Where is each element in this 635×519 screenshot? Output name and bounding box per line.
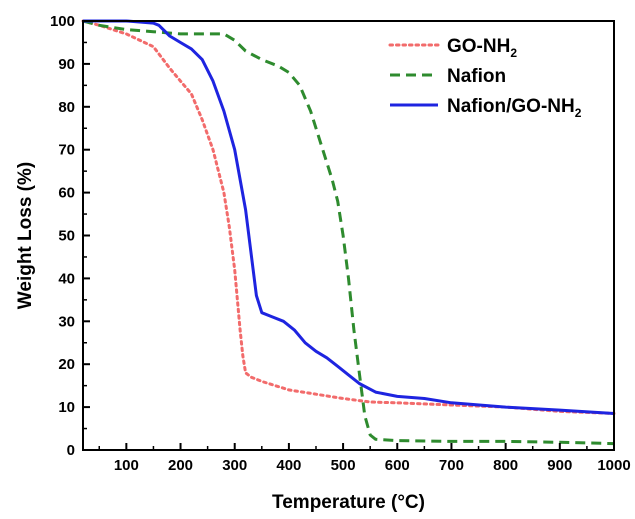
x-tick-label: 400 (276, 457, 301, 474)
x-tick-label: 300 (222, 457, 247, 474)
plot-frame (82, 20, 615, 451)
x-tick-label: 1000 (597, 457, 630, 474)
x-tick-label: 200 (168, 457, 193, 474)
x-tick-label: 800 (493, 457, 518, 474)
y-axis-title: Weight Loss (%) (15, 162, 36, 309)
legend: GO-NH2 Nafion Nafion/GO-NH2 (388, 36, 582, 120)
x-tick-label: 100 (114, 457, 139, 474)
x-tick-label: 900 (547, 457, 572, 474)
x-axis: 100 200 300 400 500 600 700 800 900 1000 (98, 443, 631, 474)
series-layer (81, 19, 616, 446)
series-line-3 (83, 19, 615, 415)
x-tick-label: 600 (385, 457, 410, 474)
y-tick-label: 60 (58, 185, 75, 202)
y-tick-label: 0 (67, 442, 75, 459)
y-axis: 0 10 20 30 40 50 60 70 80 90 100 (50, 13, 90, 459)
y-tick-label: 100 (50, 13, 75, 30)
y-tick-label: 90 (58, 56, 75, 73)
y-tick-label: 20 (58, 356, 75, 373)
x-tick-label: 500 (331, 457, 356, 474)
series-line-1 (81, 19, 616, 415)
x-tick-label: 700 (439, 457, 464, 474)
series-line-2 (82, 19, 615, 446)
y-tick-label: 50 (58, 228, 75, 245)
legend-label-3: Nafion/GO-NH2 (447, 96, 582, 120)
y-tick-label: 10 (58, 399, 75, 416)
y-tick-label: 30 (58, 313, 75, 330)
x-axis-title: Temperature (°C) (272, 492, 425, 513)
legend-label-2: Nafion (447, 66, 506, 87)
y-tick-label: 80 (58, 99, 75, 116)
y-tick-label: 40 (58, 270, 75, 287)
legend-label-1: GO-NH2 (447, 36, 517, 60)
y-tick-label: 70 (58, 142, 75, 159)
